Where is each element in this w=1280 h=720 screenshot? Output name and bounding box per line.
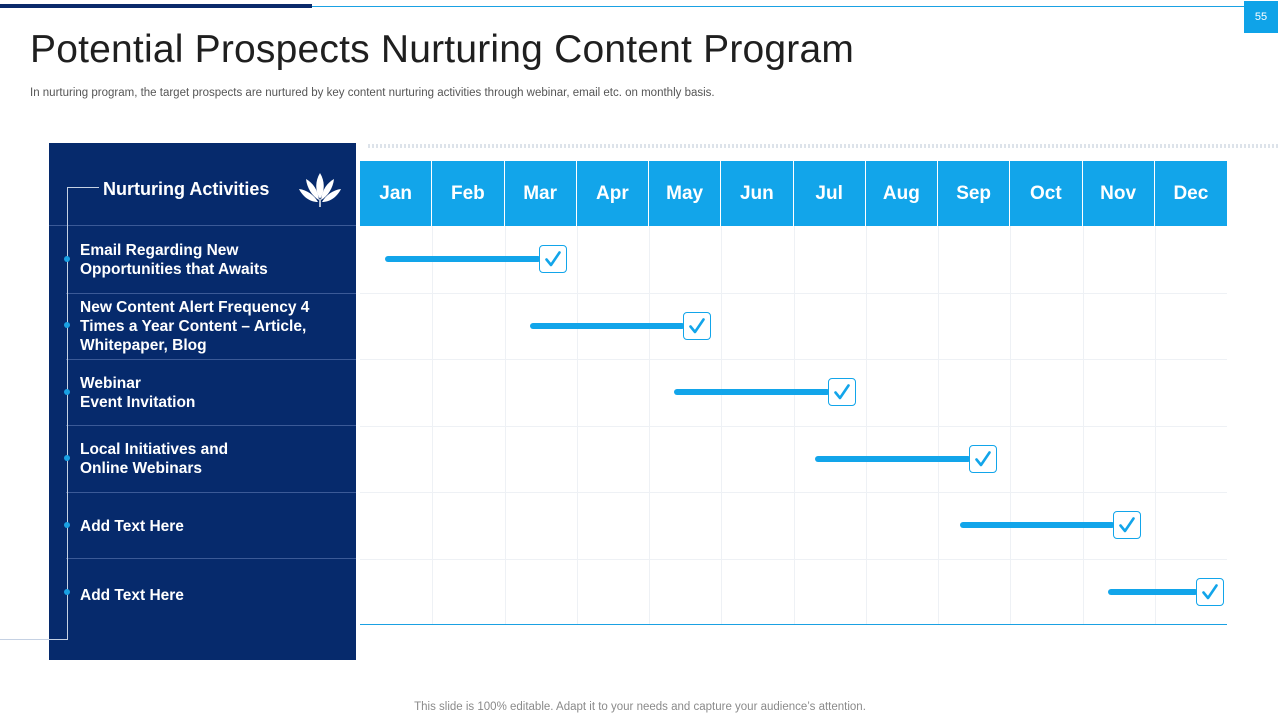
grid-column-line [432,226,434,624]
row-dot [64,522,70,528]
month-dec: Dec [1154,161,1227,226]
grid-column-line [793,226,795,624]
grid-column-line [1082,226,1084,624]
activity-label: Webinar Event Invitation [80,375,196,411]
month-may: May [649,161,722,226]
panel-title: Nurturing Activities [103,179,270,199]
top-accent-bar [0,4,312,8]
row-divider [66,558,356,559]
row-dot [64,322,70,328]
bracket-line [67,187,99,188]
timeline-grid [360,226,1227,625]
slide-title: Potential Prospects Nurturing Content Pr… [30,28,855,71]
row-divider [66,293,356,294]
grid-column-line [576,226,578,624]
row-dot [64,389,70,395]
timeline-bottom-line [360,624,1227,625]
grid-row-line [360,492,1227,493]
grid-row-line [360,292,1227,294]
slide-footer: This slide is 100% editable. Adapt it to… [414,701,866,713]
slide-subtitle: In nurturing program, the target prospec… [30,87,715,99]
grid-row-line [360,425,1227,427]
check-icon [968,444,997,473]
month-apr: Apr [576,161,649,226]
check-icon [538,245,567,273]
grid-column-line [649,226,650,624]
top-accent-line [312,6,1244,7]
grid-column-line [1154,226,1156,624]
row-divider [66,425,356,426]
activity-label: New Content Alert Frequency 4 Times a Ye… [80,299,310,354]
task-bar [959,522,1115,528]
grid-column-line [1010,226,1012,624]
row-dot [64,256,70,262]
row-divider [66,492,356,493]
check-icon [1113,511,1141,539]
month-feb: Feb [432,161,505,226]
grid-column-line [938,226,939,624]
month-jul: Jul [793,161,866,226]
month-nov: Nov [1082,161,1155,226]
month-header: Jan Feb Mar Apr May Jun Jul Aug Sep Oct Nov Dec [360,161,1227,226]
dashed-rule [368,144,1278,148]
task-bar [674,389,830,395]
grid-column-line [504,226,506,624]
activity-label: Email Regarding New Opportunities that A… [80,242,268,278]
activity-label: Add Text Here [80,518,184,535]
month-sep: Sep [938,161,1011,226]
activity-label: Add Text Here [80,587,184,604]
check-icon [827,378,856,406]
task-bar [1107,588,1199,595]
month-jun: Jun [721,161,794,226]
activity-label: Local Initiatives and Online Webinars [80,441,229,477]
month-jan: Jan [360,161,433,226]
bracket-line [0,639,68,640]
month-oct: Oct [1010,161,1083,226]
grid-row-line [360,359,1227,360]
grid-row-line [360,558,1227,560]
task-bar [815,455,971,462]
row-divider [66,359,356,360]
row-divider [49,225,356,226]
month-aug: Aug [865,161,938,226]
month-mar: Mar [504,161,577,226]
grid-column-line [865,226,867,624]
bracket-line [67,188,68,640]
leaf-icon [299,173,341,207]
panel-header: Nurturing Activities [49,143,356,225]
grid-column-line [721,226,723,624]
row-dot [64,589,70,595]
task-bar [529,322,686,329]
check-icon [683,311,712,340]
check-icon [1196,577,1225,606]
page-number-badge: 55 [1244,1,1278,33]
row-dot [64,455,70,461]
activities-panel: Nurturing Activities Email Regarding New… [49,143,356,660]
task-bar [385,256,541,262]
